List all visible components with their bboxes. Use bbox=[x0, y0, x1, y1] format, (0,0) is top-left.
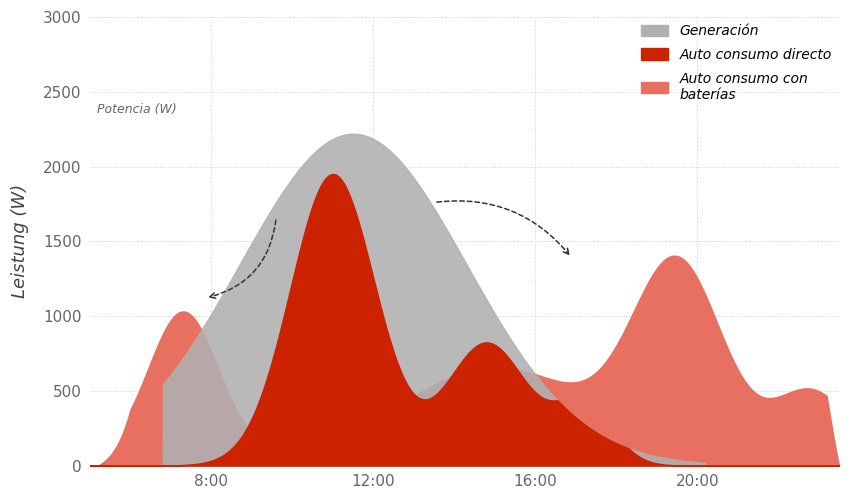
Y-axis label: Leistung (W): Leistung (W) bbox=[11, 184, 29, 298]
Legend: Generación, Auto consumo directo, Auto consumo con
baterías: Generación, Auto consumo directo, Auto c… bbox=[641, 24, 832, 102]
Text: Potencia (W): Potencia (W) bbox=[98, 103, 177, 116]
